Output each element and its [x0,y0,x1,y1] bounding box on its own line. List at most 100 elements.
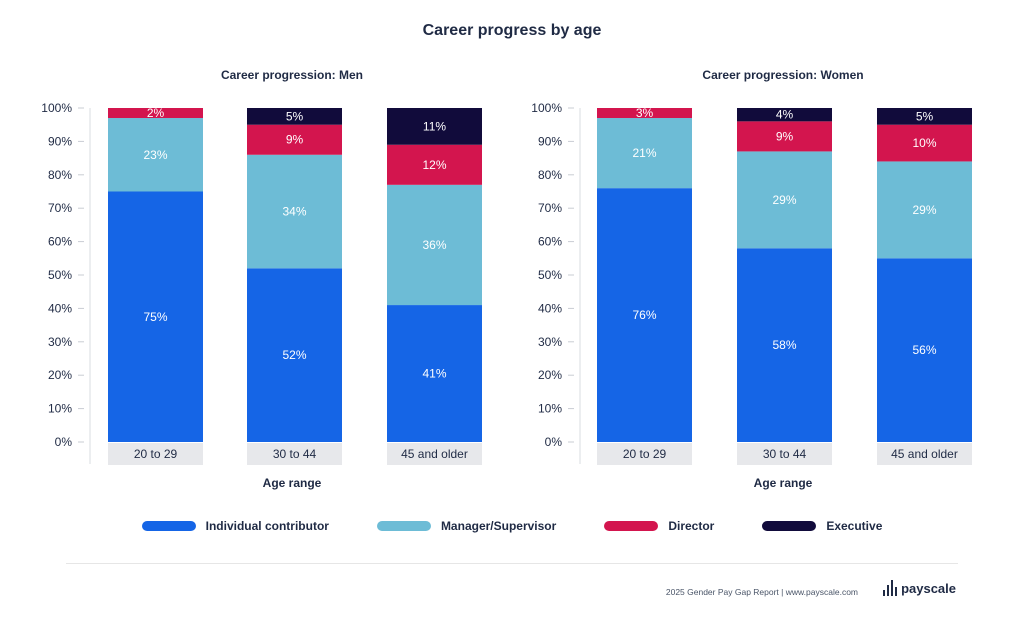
bar-segment [247,108,342,125]
bar-segment [387,108,482,145]
y-tick-label: 80% [538,168,562,182]
bar-data-label: 11% [423,119,446,133]
bar-segment [877,124,972,162]
category-label-box [387,443,482,465]
y-tick-label: 50% [48,268,72,282]
bar-data-label: 10% [912,136,936,150]
bar-data-label: 41% [422,367,446,381]
legend-item-director: Director [604,519,714,533]
bar-data-label: 21% [632,146,656,160]
bar-data-label: 52% [282,348,306,362]
chart-subtitle: Career progression: Men [221,68,363,82]
bar-data-label: 56% [912,343,936,357]
footer-source: 2025 Gender Pay Gap Report | www.payscal… [665,587,858,597]
y-tick-label: 10% [538,402,562,416]
legend-label: Manager/Supervisor [440,519,557,533]
bar-segment [597,118,692,189]
bar-data-label: 29% [912,203,936,217]
legend-swatch [141,521,196,531]
bar-segment [597,108,692,119]
bar-segment [737,151,832,249]
bar-data-label: 4% [776,108,794,122]
bar-segment [387,305,482,442]
bar-segment [737,121,832,152]
bar-data-label: 29% [772,193,796,207]
bar-data-label: 58% [772,338,796,352]
bar-data-label: 34% [282,205,306,219]
bar-segment [877,161,972,259]
y-tick-label: 10% [48,402,72,416]
chart-panel-women: Career progression: Women 0% 10% 20% 30% 40% 5… [531,68,972,490]
bar-segment [387,144,482,185]
bar-segment [108,191,203,442]
payscale-logo-text: payscale [901,580,956,596]
category-label-box [597,443,692,465]
y-tick-label: 60% [538,235,562,249]
bar-data-label: 76% [632,308,656,322]
y-tick-label: 40% [48,301,72,315]
bar-segment [597,188,692,442]
legend-item-individual-contributor: Individual contributor [141,519,329,533]
bar-data-label: 12% [422,158,446,172]
charts-canvas: Career progression: Men 0% 10% 20% 30% 40% 50%… [41,68,972,490]
bar-data-label: 9% [776,129,794,143]
y-tick-label: 0% [545,435,563,449]
bar-data-label: 36% [422,238,446,252]
main-title: Career progress by age [422,22,602,39]
bar-segment [877,108,972,125]
y-tick-label: 20% [48,368,72,382]
y-tick-label: 100% [41,101,72,115]
legend: Individual contributor Manager/Superviso… [0,516,1024,536]
bar-segment [387,184,482,306]
legend-swatch [762,521,817,531]
bar-segment [247,124,342,155]
y-tick-label: 70% [48,201,72,215]
legend-item-manager-supervisor: Manager/Supervisor [376,519,557,533]
x-category-label: 30 to 44 [273,447,317,461]
category-label-box [247,443,342,465]
y-tick-label: 0% [55,435,73,449]
bar-data-label: 75% [143,310,167,324]
bar-segment [108,118,203,192]
legend-label: Executive [826,519,883,533]
legend-label: Director [668,519,715,533]
legend-swatch [376,521,431,531]
bar-segment [247,154,342,269]
payscale-logo[interactable]: payscale [883,580,956,596]
y-tick-label: 30% [48,335,72,349]
bar-segment [737,248,832,442]
chart-panel-men: Career progression: Men 0% 10% 20% 30% 40% 50%… [41,68,482,490]
bar-segment [877,258,972,442]
x-category-label: 30 to 44 [763,447,807,461]
y-tick-label: 30% [538,335,562,349]
y-tick-label: 20% [538,368,562,382]
y-tick-label: 70% [538,201,562,215]
x-category-label: 45 and older [401,447,468,461]
bar-data-label: 23% [143,148,167,162]
x-axis-title: Age range [754,476,813,490]
bar-segment [108,108,203,119]
bar-segment [247,268,342,442]
legend-label: Individual contributor [205,519,329,533]
y-tick-label: 80% [48,168,72,182]
y-tick-label: 100% [531,101,562,115]
payscale-logo-icon [883,580,898,596]
footer-divider [66,563,958,564]
category-label-box [108,443,203,465]
x-category-label: 20 to 29 [134,447,178,461]
bar-data-label: 2% [147,106,165,120]
y-tick-label: 60% [48,235,72,249]
x-category-label: 20 to 29 [623,447,667,461]
bar-segment [737,108,832,122]
legend-swatch [604,521,659,531]
x-category-label: 45 and older [891,447,958,461]
y-tick-label: 50% [538,268,562,282]
chart-subtitle: Career progression: Women [702,68,863,82]
bar-data-label: 5% [286,109,304,123]
y-tick-label: 90% [48,134,72,148]
y-tick-label: 40% [538,301,562,315]
legend-item-executive: Executive [762,519,882,533]
category-label-box [737,443,832,465]
y-tick-label: 90% [538,134,562,148]
bar-data-label: 9% [286,133,304,147]
